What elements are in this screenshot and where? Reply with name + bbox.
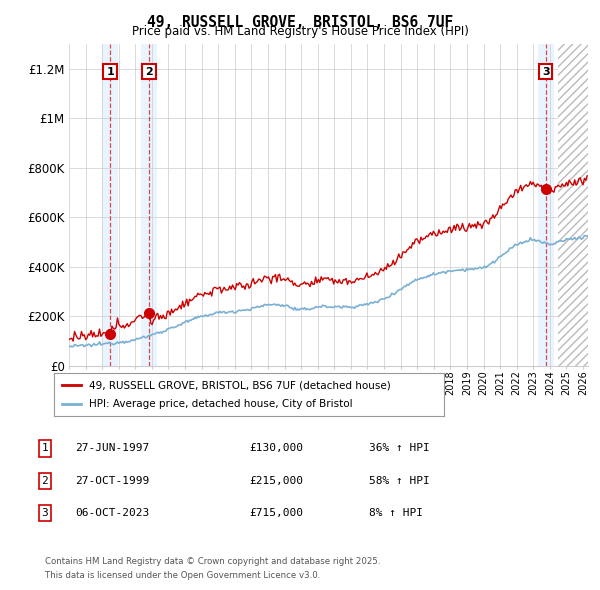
Text: 2: 2 bbox=[145, 67, 153, 77]
Text: Price paid vs. HM Land Registry's House Price Index (HPI): Price paid vs. HM Land Registry's House … bbox=[131, 25, 469, 38]
Text: 49, RUSSELL GROVE, BRISTOL, BS6 7UF: 49, RUSSELL GROVE, BRISTOL, BS6 7UF bbox=[147, 15, 453, 30]
Text: 1: 1 bbox=[106, 67, 114, 77]
Bar bbox=[558, 44, 588, 366]
Text: 3: 3 bbox=[41, 509, 49, 518]
Text: 3: 3 bbox=[542, 67, 550, 77]
Text: 36% ↑ HPI: 36% ↑ HPI bbox=[369, 444, 430, 453]
Text: 27-OCT-1999: 27-OCT-1999 bbox=[75, 476, 149, 486]
Text: Contains HM Land Registry data © Crown copyright and database right 2025.: Contains HM Land Registry data © Crown c… bbox=[45, 557, 380, 566]
Text: £130,000: £130,000 bbox=[249, 444, 303, 453]
Text: £715,000: £715,000 bbox=[249, 509, 303, 518]
Text: £215,000: £215,000 bbox=[249, 476, 303, 486]
Text: 2: 2 bbox=[41, 476, 49, 486]
Bar bbox=[558, 44, 588, 366]
Bar bbox=[102, 44, 118, 366]
Text: 27-JUN-1997: 27-JUN-1997 bbox=[75, 444, 149, 453]
Text: 8% ↑ HPI: 8% ↑ HPI bbox=[369, 509, 423, 518]
Text: 58% ↑ HPI: 58% ↑ HPI bbox=[369, 476, 430, 486]
Bar bbox=[538, 44, 554, 366]
Text: 06-OCT-2023: 06-OCT-2023 bbox=[75, 509, 149, 518]
Bar bbox=[140, 44, 157, 366]
Text: This data is licensed under the Open Government Licence v3.0.: This data is licensed under the Open Gov… bbox=[45, 571, 320, 580]
Text: 1: 1 bbox=[41, 444, 49, 453]
Text: 49, RUSSELL GROVE, BRISTOL, BS6 7UF (detached house): 49, RUSSELL GROVE, BRISTOL, BS6 7UF (det… bbox=[89, 381, 391, 391]
Text: HPI: Average price, detached house, City of Bristol: HPI: Average price, detached house, City… bbox=[89, 399, 353, 409]
